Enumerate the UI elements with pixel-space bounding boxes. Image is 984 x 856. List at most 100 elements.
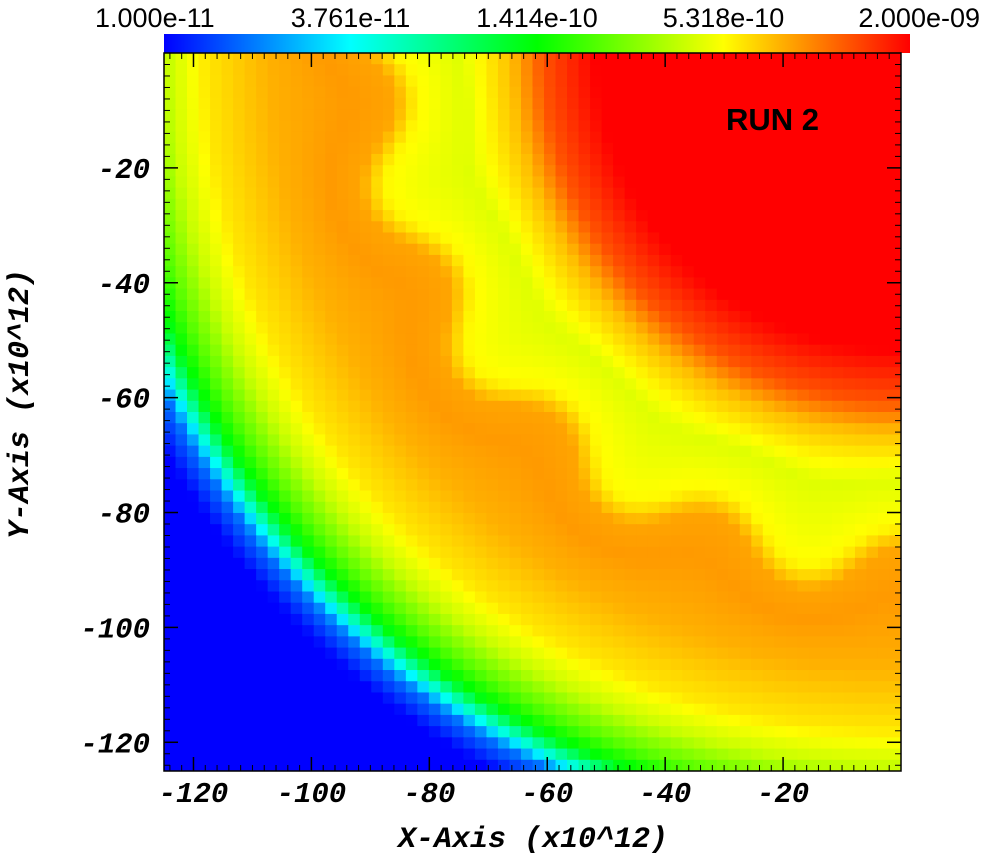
heatmap-cell [175,75,188,88]
heatmap-cell [394,636,407,649]
heatmap-cell [382,142,395,155]
heatmap-cell [428,748,441,761]
heatmap-cell [831,569,845,581]
heatmap-cell [451,557,465,570]
heatmap-cell [382,423,395,436]
heatmap-cell [440,569,453,581]
heatmap-cell [613,434,626,447]
heatmap-cell [474,569,488,581]
heatmap-cell [601,389,614,402]
heatmap-cell [854,434,868,447]
heatmap-cell [486,591,499,604]
heatmap-cell [164,748,177,761]
heatmap-cell [256,557,269,570]
heatmap-cell [624,176,637,189]
heatmap-cell [359,479,372,492]
heatmap-cell [509,726,522,738]
heatmap-cell [624,434,637,447]
heatmap-cell [520,367,534,379]
heatmap-cell [751,75,764,88]
heatmap-cell [705,131,718,144]
heatmap-cell [820,490,833,503]
heatmap-cell [221,692,234,705]
heatmap-cell [336,221,349,234]
heatmap-cell [831,658,845,671]
heatmap-cell [256,187,269,200]
heatmap-cell [843,535,856,548]
heatmap-cell [394,512,407,525]
heatmap-cell [808,580,821,593]
heatmap-cell [348,198,361,211]
heatmap-cell [371,109,384,121]
heatmap-cell [728,524,741,537]
heatmap-cell [463,75,476,88]
heatmap-cell [682,221,695,234]
heatmap-cell [233,647,246,660]
heatmap-cell [877,344,891,357]
heatmap-cell [520,412,534,424]
heatmap-cell [647,243,660,256]
heatmap-cell [590,232,603,245]
heatmap-cell [728,501,741,514]
heatmap-cell [520,311,534,323]
heatmap-cell [382,602,395,615]
heatmap-cell [474,737,488,750]
heatmap-cell [290,557,303,570]
heatmap-cell [716,400,729,413]
heatmap-cell [578,434,591,447]
heatmap-cell [279,75,292,88]
heatmap-cell [705,344,718,357]
heatmap-cell [854,198,868,211]
heatmap-cell [198,759,211,771]
heatmap-cell [567,681,580,694]
heatmap-cell [866,658,879,671]
heatmap-cell [463,64,476,77]
heatmap-cell [762,445,775,458]
heatmap-cell [808,187,821,200]
heatmap-cell [451,198,465,211]
heatmap-cell [866,423,879,436]
heatmap-cell [371,210,384,222]
heatmap-cell [221,423,234,436]
heatmap-cell [636,423,649,436]
heatmap-cell [636,288,649,301]
heatmap-cell [279,299,292,312]
heatmap-cell [578,636,591,649]
heatmap-cell [843,703,856,716]
heatmap-cell [785,512,798,525]
heatmap-cell [210,445,223,458]
heatmap-cell [279,165,292,178]
heatmap-cell [636,97,649,110]
heatmap-cell [382,165,395,178]
heatmap-cell [544,670,557,682]
heatmap-cell [578,120,591,133]
heatmap-cell [762,636,775,649]
heatmap-cell [532,412,545,424]
heatmap-cell [497,53,511,65]
heatmap-cell [751,131,764,144]
heatmap-cell [820,613,833,626]
heatmap-cell [762,726,775,738]
heatmap-cell [808,524,821,537]
heatmap-cell [659,479,672,492]
heatmap-cell [520,266,534,278]
heatmap-cell [428,153,441,166]
heatmap-cell [256,759,269,771]
heatmap-cell [440,64,453,77]
heatmap-cell [198,311,211,323]
heatmap-cell [428,198,441,211]
heatmap-cell [244,277,257,290]
heatmap-cell [210,344,223,357]
heatmap-cell [382,501,395,514]
heatmap-cell [198,378,211,391]
heatmap-cell [290,165,303,178]
heatmap-cell [647,546,660,559]
heatmap-cell [520,423,534,436]
heatmap-cell [302,591,315,604]
heatmap-cell [659,232,672,245]
heatmap-cell [785,311,798,323]
heatmap-cell [428,434,441,447]
heatmap-cell [728,423,741,436]
heatmap-cell [440,277,453,290]
heatmap-cell [647,75,660,88]
